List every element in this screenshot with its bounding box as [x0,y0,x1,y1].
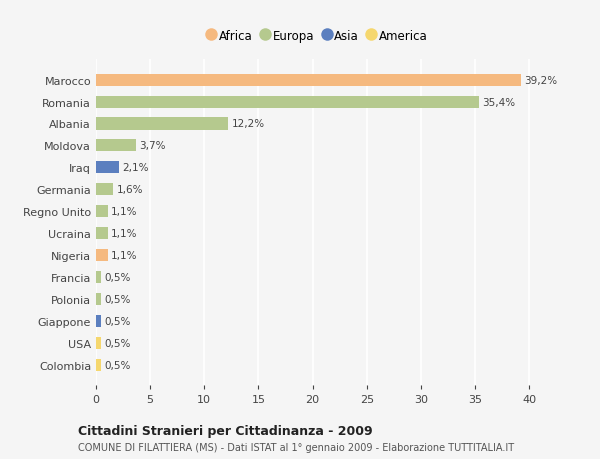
Text: 2,1%: 2,1% [122,163,148,173]
Text: 3,7%: 3,7% [139,141,166,151]
Bar [96,140,136,152]
Text: 0,5%: 0,5% [104,272,131,282]
Text: 39,2%: 39,2% [524,76,557,85]
Bar [96,359,101,371]
Bar [96,228,108,240]
Bar [96,74,521,86]
Bar [96,184,113,196]
Text: 0,5%: 0,5% [104,316,131,326]
Bar [96,206,108,218]
Bar [96,96,479,108]
Legend: Africa, Europa, Asia, America: Africa, Europa, Asia, America [208,30,428,43]
Text: 0,5%: 0,5% [104,360,131,369]
Text: 1,1%: 1,1% [111,207,137,217]
Text: 0,5%: 0,5% [104,338,131,348]
Text: 1,1%: 1,1% [111,229,137,239]
Bar [96,337,101,349]
Text: 12,2%: 12,2% [232,119,265,129]
Bar [96,249,108,262]
Bar [96,315,101,327]
Bar [96,162,119,174]
Text: 0,5%: 0,5% [104,294,131,304]
Text: Cittadini Stranieri per Cittadinanza - 2009: Cittadini Stranieri per Cittadinanza - 2… [78,425,373,437]
Bar [96,293,101,305]
Bar [96,118,228,130]
Text: COMUNE DI FILATTIERA (MS) - Dati ISTAT al 1° gennaio 2009 - Elaborazione TUTTITA: COMUNE DI FILATTIERA (MS) - Dati ISTAT a… [78,442,514,452]
Text: 1,1%: 1,1% [111,251,137,260]
Text: 1,6%: 1,6% [116,185,143,195]
Text: 35,4%: 35,4% [482,97,516,107]
Bar [96,271,101,283]
